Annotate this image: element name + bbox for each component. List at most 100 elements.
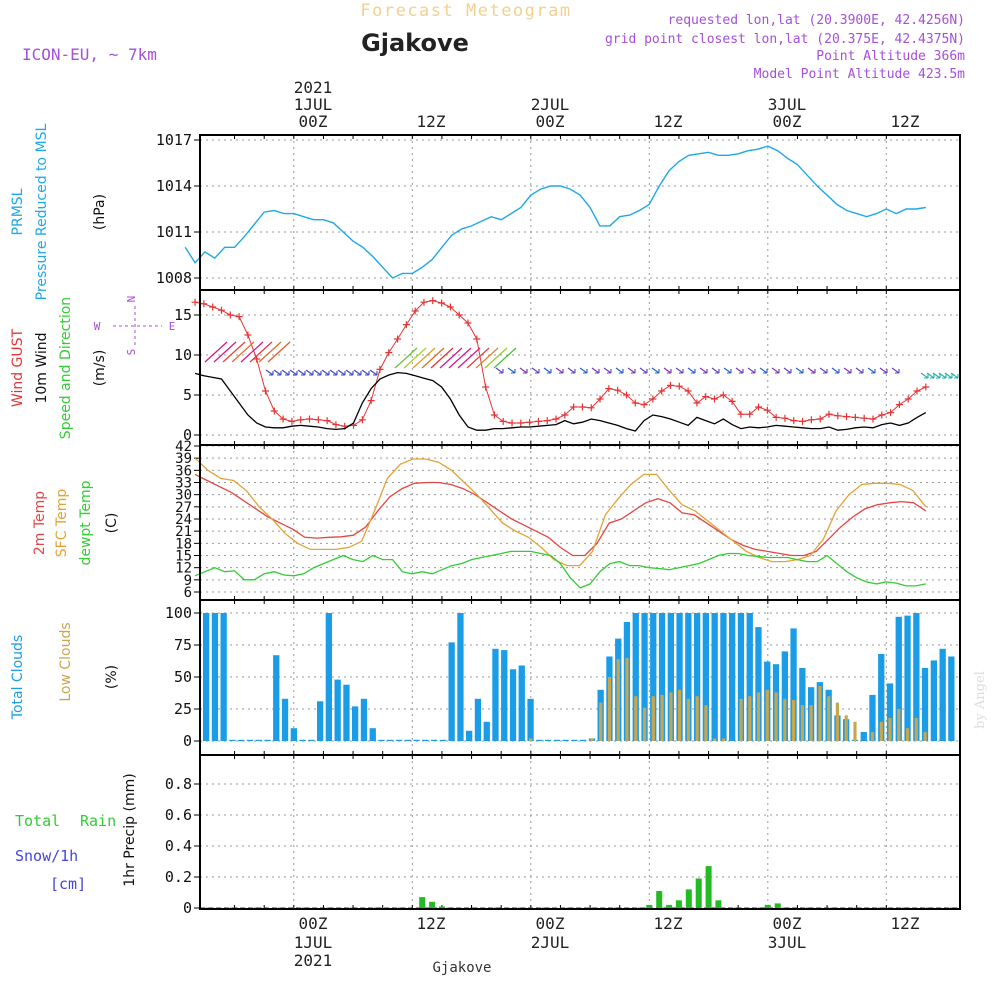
total-cloud-bar-35 bbox=[509, 669, 517, 741]
wind-arrow-small-0 bbox=[265, 369, 274, 376]
wind-arrow-small-50 bbox=[932, 372, 941, 379]
top-date-3: 3JUL bbox=[768, 95, 807, 114]
total-cloud-bar-28 bbox=[448, 642, 455, 741]
rain-total-label: Total bbox=[15, 812, 60, 830]
total-cloud-bar-78 bbox=[886, 683, 894, 741]
wind-arrow-small-13 bbox=[369, 369, 378, 376]
gust-marker-62 bbox=[737, 410, 745, 418]
total-cloud-bar-32 bbox=[483, 721, 490, 741]
gust-marker-31 bbox=[464, 319, 472, 327]
gust-marker-69 bbox=[799, 417, 807, 425]
wind-arrow-small-53 bbox=[950, 372, 959, 379]
wind-arrow-small-30 bbox=[687, 367, 696, 374]
total-cloud-bar-4 bbox=[238, 739, 245, 741]
wind-arrow-small-32 bbox=[711, 367, 720, 374]
wind-arrow-small-18 bbox=[543, 367, 552, 374]
y-tick-label-0: 1017 bbox=[156, 131, 192, 149]
wind-arrow-15 bbox=[457, 347, 481, 369]
gust-marker-51 bbox=[640, 401, 648, 409]
gust-marker-70 bbox=[807, 416, 815, 424]
total-cloud-bar-14 bbox=[325, 613, 332, 741]
top-tick-2: 12Z bbox=[417, 112, 446, 131]
wind-arrow-13 bbox=[439, 347, 463, 369]
low-cloud-bar-50 bbox=[643, 707, 647, 741]
total-cloud-bar-33 bbox=[492, 648, 499, 741]
y-tick-label-1: 0.6 bbox=[165, 806, 192, 824]
location-title: Gjakove bbox=[361, 29, 469, 57]
gust-marker-19 bbox=[358, 416, 366, 424]
gust-marker-14 bbox=[314, 416, 322, 424]
total-cloud-bar-77 bbox=[878, 654, 885, 741]
low-cloud-bar-73 bbox=[844, 715, 848, 741]
total-cloud-bar-81 bbox=[913, 613, 920, 741]
temp-2m-label: 2m Temp bbox=[32, 491, 48, 555]
precip-bar-2 bbox=[438, 906, 445, 909]
low-cloud-bar-65 bbox=[774, 692, 778, 741]
y-tick-label-2: 50 bbox=[174, 668, 192, 686]
gust-marker-34 bbox=[490, 411, 498, 419]
total-cloud-bar-39 bbox=[544, 739, 552, 741]
temp-line-2 bbox=[194, 550, 926, 589]
total-cloud-bar-50 bbox=[641, 613, 648, 741]
total-cloud-bar-7 bbox=[264, 739, 271, 741]
total-cloud-bar-5 bbox=[246, 739, 254, 741]
clouds-unit: (%) bbox=[104, 665, 120, 689]
compass-north: N bbox=[125, 296, 138, 303]
precip-bar-8 bbox=[695, 878, 702, 908]
clouds-panel: 100 75 50 25 0 bbox=[165, 599, 961, 756]
gust-marker-82 bbox=[913, 387, 921, 395]
y-tick-label-4: 0 bbox=[183, 732, 192, 750]
gust-marker-13 bbox=[306, 415, 314, 423]
wind-arrow-small-29 bbox=[675, 367, 684, 374]
total-cloud-bar-2 bbox=[220, 613, 227, 741]
y-tick-label-1: 75 bbox=[174, 636, 192, 654]
low-cloud-bar-81 bbox=[914, 718, 918, 741]
wind-arrow-small-25 bbox=[627, 367, 636, 374]
wind-arrow-small-35 bbox=[747, 367, 756, 374]
wind-direction-arrows bbox=[204, 341, 959, 379]
total-cloud-bar-8 bbox=[273, 655, 280, 741]
wind-arrow-small-28 bbox=[663, 367, 672, 374]
low-cloud-bar-82 bbox=[923, 732, 927, 741]
total-cloud-bar-51 bbox=[650, 613, 657, 741]
gust-marker-44 bbox=[578, 403, 586, 411]
gust-marker-60 bbox=[719, 391, 727, 399]
gust-marker-12 bbox=[297, 416, 305, 424]
wind-arrow-small-7 bbox=[321, 369, 330, 376]
total-cloud-bar-27 bbox=[439, 739, 446, 741]
precip-bar-1 bbox=[429, 901, 436, 908]
low-cloud-bar-56 bbox=[695, 696, 699, 741]
gust-marker-1 bbox=[200, 300, 208, 308]
precip-bar-10 bbox=[715, 900, 722, 909]
y-tick-label-5: 27 bbox=[175, 500, 192, 516]
total-cloud-bar-62 bbox=[746, 613, 753, 741]
bottom-tick-1: 00Z bbox=[299, 914, 328, 933]
total-cloud-bar-80 bbox=[904, 615, 911, 741]
wind-10m-label: 10m Wind bbox=[34, 332, 50, 403]
y-tick-label-0: 100 bbox=[165, 604, 192, 622]
low-cloud-bar-77 bbox=[879, 721, 883, 741]
panel-border bbox=[199, 289, 961, 446]
gust-marker-20 bbox=[367, 397, 375, 405]
low-cloud-bars bbox=[529, 657, 927, 741]
total-cloud-bar-82 bbox=[921, 668, 929, 741]
gust-marker-24 bbox=[402, 321, 410, 329]
gust-marker-66 bbox=[772, 413, 780, 421]
total-cloud-bar-17 bbox=[352, 706, 359, 741]
total-cloud-bar-9 bbox=[281, 698, 289, 741]
wind-arrow-small-20 bbox=[567, 367, 576, 374]
panel-border bbox=[199, 134, 961, 291]
gust-marker-10 bbox=[279, 415, 287, 423]
gust-marker-71 bbox=[816, 415, 824, 423]
gust-marker-42 bbox=[561, 411, 569, 419]
total-cloud-bar-37 bbox=[527, 698, 534, 741]
gust-marker-56 bbox=[684, 387, 692, 395]
wind-arrow-18 bbox=[484, 347, 508, 369]
gust-marker-67 bbox=[781, 414, 789, 422]
wind-gust-line bbox=[195, 300, 927, 427]
gust-marker-48 bbox=[614, 386, 622, 394]
wind-arrow-small-52 bbox=[944, 372, 953, 379]
wind-arrow-small-12 bbox=[361, 369, 370, 376]
wind-arrow-small-51 bbox=[938, 372, 947, 379]
gust-marker-35 bbox=[499, 417, 507, 425]
